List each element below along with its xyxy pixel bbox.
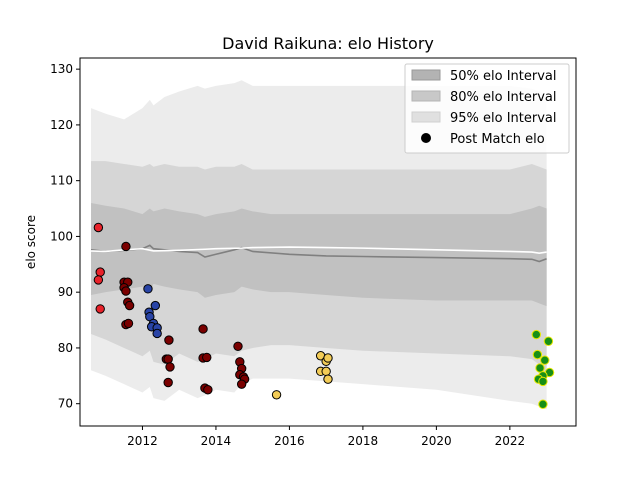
x-tick-label: 2012 xyxy=(127,434,158,448)
post-match-points xyxy=(93,222,555,409)
post-match-point-series-1 xyxy=(121,241,131,252)
post-match-point-series-1 xyxy=(203,385,213,395)
legend-label-50: 50% elo Interval xyxy=(450,69,557,84)
post-match-point-series-2 xyxy=(152,328,162,339)
legend-swatch-95 xyxy=(411,111,441,123)
legend-label-post-match: Post Match elo xyxy=(450,132,545,147)
post-match-point-series-3 xyxy=(323,374,333,384)
legend-label-80: 80% elo Interval xyxy=(450,90,557,105)
post-match-point-series-0 xyxy=(93,275,104,285)
post-match-point-series-4 xyxy=(540,355,550,365)
x-tick-label: 2020 xyxy=(421,434,452,448)
x-tick-label: 2018 xyxy=(348,434,379,448)
legend-marker-post-match xyxy=(421,133,431,143)
x-axis-ticks: 2012 2014 2016 2018 2020 2022 xyxy=(127,426,525,448)
chart-title: David Raikuna: elo History xyxy=(222,34,434,53)
median-elo-line xyxy=(90,244,547,263)
legend-swatch-80 xyxy=(411,90,441,102)
y-axis-ticks: 70 80 90 100 110 120 130 xyxy=(50,62,80,411)
chart-legend: 50% elo Interval 80% elo Interval 95% el… xyxy=(404,63,570,154)
x-tick-label: 2014 xyxy=(201,434,232,448)
post-match-point-series-0 xyxy=(95,267,105,277)
post-match-point-series-0 xyxy=(93,222,104,233)
post-match-point-series-1 xyxy=(123,318,134,329)
x-tick-label: 2022 xyxy=(495,434,526,448)
y-tick-label: 120 xyxy=(50,118,73,132)
post-match-point-series-4 xyxy=(543,336,554,346)
interval-50-band xyxy=(91,202,547,307)
post-match-point-series-1 xyxy=(164,335,174,345)
post-match-point-series-1 xyxy=(202,352,212,363)
y-tick-label: 90 xyxy=(58,285,73,299)
post-match-point-series-1 xyxy=(163,354,173,364)
y-tick-label: 110 xyxy=(50,174,73,188)
y-tick-label: 100 xyxy=(50,229,73,243)
post-match-point-series-4 xyxy=(535,363,545,373)
plot-frame xyxy=(79,57,577,427)
post-match-point-series-4 xyxy=(532,349,543,360)
trend-lines xyxy=(90,244,547,263)
post-match-point-series-0 xyxy=(95,304,105,314)
legend-box xyxy=(404,63,570,154)
y-tick-label: 130 xyxy=(50,62,73,76)
post-match-point-series-2 xyxy=(143,284,153,294)
legend-label-95: 95% elo Interval xyxy=(450,111,557,126)
post-match-point-series-4 xyxy=(538,399,548,409)
y-tick-label: 70 xyxy=(58,397,73,411)
post-match-point-series-3 xyxy=(271,390,282,400)
post-match-point-series-1 xyxy=(233,341,243,351)
mean-elo-line xyxy=(90,246,547,254)
post-match-point-series-3 xyxy=(323,353,333,363)
post-match-point-series-1 xyxy=(198,324,208,334)
y-tick-label: 80 xyxy=(58,341,73,355)
post-match-point-series-1 xyxy=(124,300,135,311)
post-match-point-series-2 xyxy=(150,300,161,311)
y-axis-label: elo score xyxy=(24,215,38,269)
x-tick-label: 2016 xyxy=(274,434,305,448)
post-match-point-series-1 xyxy=(121,286,131,296)
post-match-point-series-4 xyxy=(531,329,542,340)
post-match-point-series-3 xyxy=(321,366,331,377)
post-match-point-series-4 xyxy=(538,376,548,387)
post-match-point-series-1 xyxy=(236,379,247,389)
post-match-point-series-1 xyxy=(165,362,175,372)
legend-swatch-50 xyxy=(411,69,441,81)
post-match-point-series-1 xyxy=(163,377,173,388)
